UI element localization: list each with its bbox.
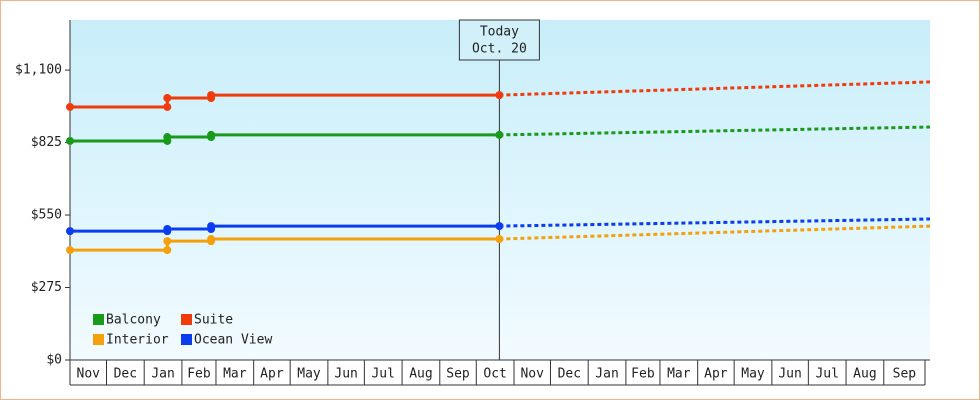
x-tick-label: Jul [371,367,394,382]
x-tick-label: Nov [77,367,101,382]
point [207,222,216,231]
x-tick-label: Dec [558,367,581,382]
legend-label: Ocean View [194,333,272,348]
point [207,235,216,244]
point [495,130,504,139]
x-tick-label: Aug [853,367,876,382]
legend-label: Suite [194,313,233,328]
x-tick-label: Sep [893,367,917,382]
x-tick-label: Feb [631,367,655,382]
x-tick-label: May [297,367,321,382]
y-tick-label: $550 [31,208,62,223]
series-line [70,237,500,252]
x-tick-label: Oct [483,367,506,382]
today-label: Today [480,25,519,40]
x-tick-label: Jul [815,367,838,382]
legend-swatch [181,334,192,345]
series-line [70,93,500,109]
x-tick-label: Mar [223,367,247,382]
x-tick-label: Jun [778,367,801,382]
x-tick-label: Mar [667,367,691,382]
legend-label: Balcony [106,313,161,328]
point [163,102,172,111]
point [207,130,216,139]
x-tick-label: Jan [595,367,618,382]
x-tick-label: Sep [446,367,470,382]
point [66,246,74,255]
x-tick-label: Dec [114,367,137,382]
point [163,94,172,103]
y-tick-label: $275 [31,280,62,295]
series-line [70,224,500,233]
legend-swatch [93,334,104,345]
plot-area [70,20,930,360]
point [66,136,74,145]
series-line [70,133,500,143]
legend-label: Interior [106,333,169,348]
y-tick-label: $0 [46,353,62,368]
point [495,235,504,244]
point [495,222,504,231]
today-box [458,19,540,61]
legend-swatch [93,314,104,325]
x-tick-label: Jun [334,367,357,382]
point [163,237,172,246]
x-tick-label: Nov [520,367,544,382]
x-tick-label: Feb [187,367,211,382]
today-label: Oct. 20 [472,42,527,57]
point [495,91,504,100]
x-tick-label: Apr [704,367,728,382]
point [163,225,172,234]
point [163,246,172,255]
point [66,102,74,111]
point [163,133,172,142]
x-tick-label: May [741,367,765,382]
legend-swatch [181,314,192,325]
x-tick-label: Apr [260,367,284,382]
y-tick-label: $1,100 [15,63,62,78]
y-tick-label: $825 [31,135,62,150]
point [66,227,74,236]
forecast-line [499,224,931,241]
x-tick-label: Jan [151,367,174,382]
forecast-line [499,125,931,137]
x-tick-label: Aug [409,367,432,382]
point [207,91,216,100]
forecast-line [499,80,931,97]
forecast-line [499,217,931,228]
